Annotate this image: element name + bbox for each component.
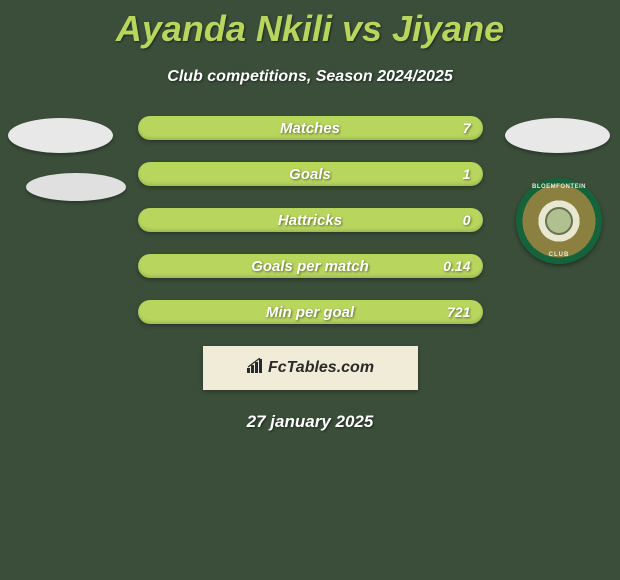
stat-row: Min per goal 721 bbox=[0, 300, 620, 324]
stat-row: Matches 7 bbox=[0, 116, 620, 140]
logo-text: FcTables.com bbox=[268, 359, 374, 377]
stat-label: Min per goal bbox=[266, 304, 354, 321]
stat-bar: Matches 7 bbox=[138, 116, 483, 140]
stat-row: Hattricks 0 bbox=[0, 208, 620, 232]
stat-row: Goals 1 bbox=[0, 162, 620, 186]
stat-label: Hattricks bbox=[278, 212, 342, 229]
subtitle: Club competitions, Season 2024/2025 bbox=[0, 68, 620, 86]
stat-bar: Goals per match 0.14 bbox=[138, 254, 483, 278]
stat-row: Goals per match 0.14 bbox=[0, 254, 620, 278]
stat-label: Goals per match bbox=[251, 258, 369, 275]
stat-value: 7 bbox=[463, 120, 471, 136]
fctables-logo[interactable]: FcTables.com bbox=[203, 346, 418, 390]
stat-value: 1 bbox=[463, 166, 471, 182]
stat-value: 0 bbox=[463, 212, 471, 228]
stat-bar: Goals 1 bbox=[138, 162, 483, 186]
chart-icon bbox=[246, 358, 264, 379]
stat-label: Matches bbox=[280, 120, 340, 137]
stat-label: Goals bbox=[289, 166, 331, 183]
stat-value: 721 bbox=[447, 304, 470, 320]
page-title: Ayanda Nkili vs Jiyane bbox=[0, 0, 620, 50]
stat-bar: Min per goal 721 bbox=[138, 300, 483, 324]
date-label: 27 january 2025 bbox=[0, 412, 620, 432]
stat-value: 0.14 bbox=[443, 258, 470, 274]
stat-bar: Hattricks 0 bbox=[138, 208, 483, 232]
